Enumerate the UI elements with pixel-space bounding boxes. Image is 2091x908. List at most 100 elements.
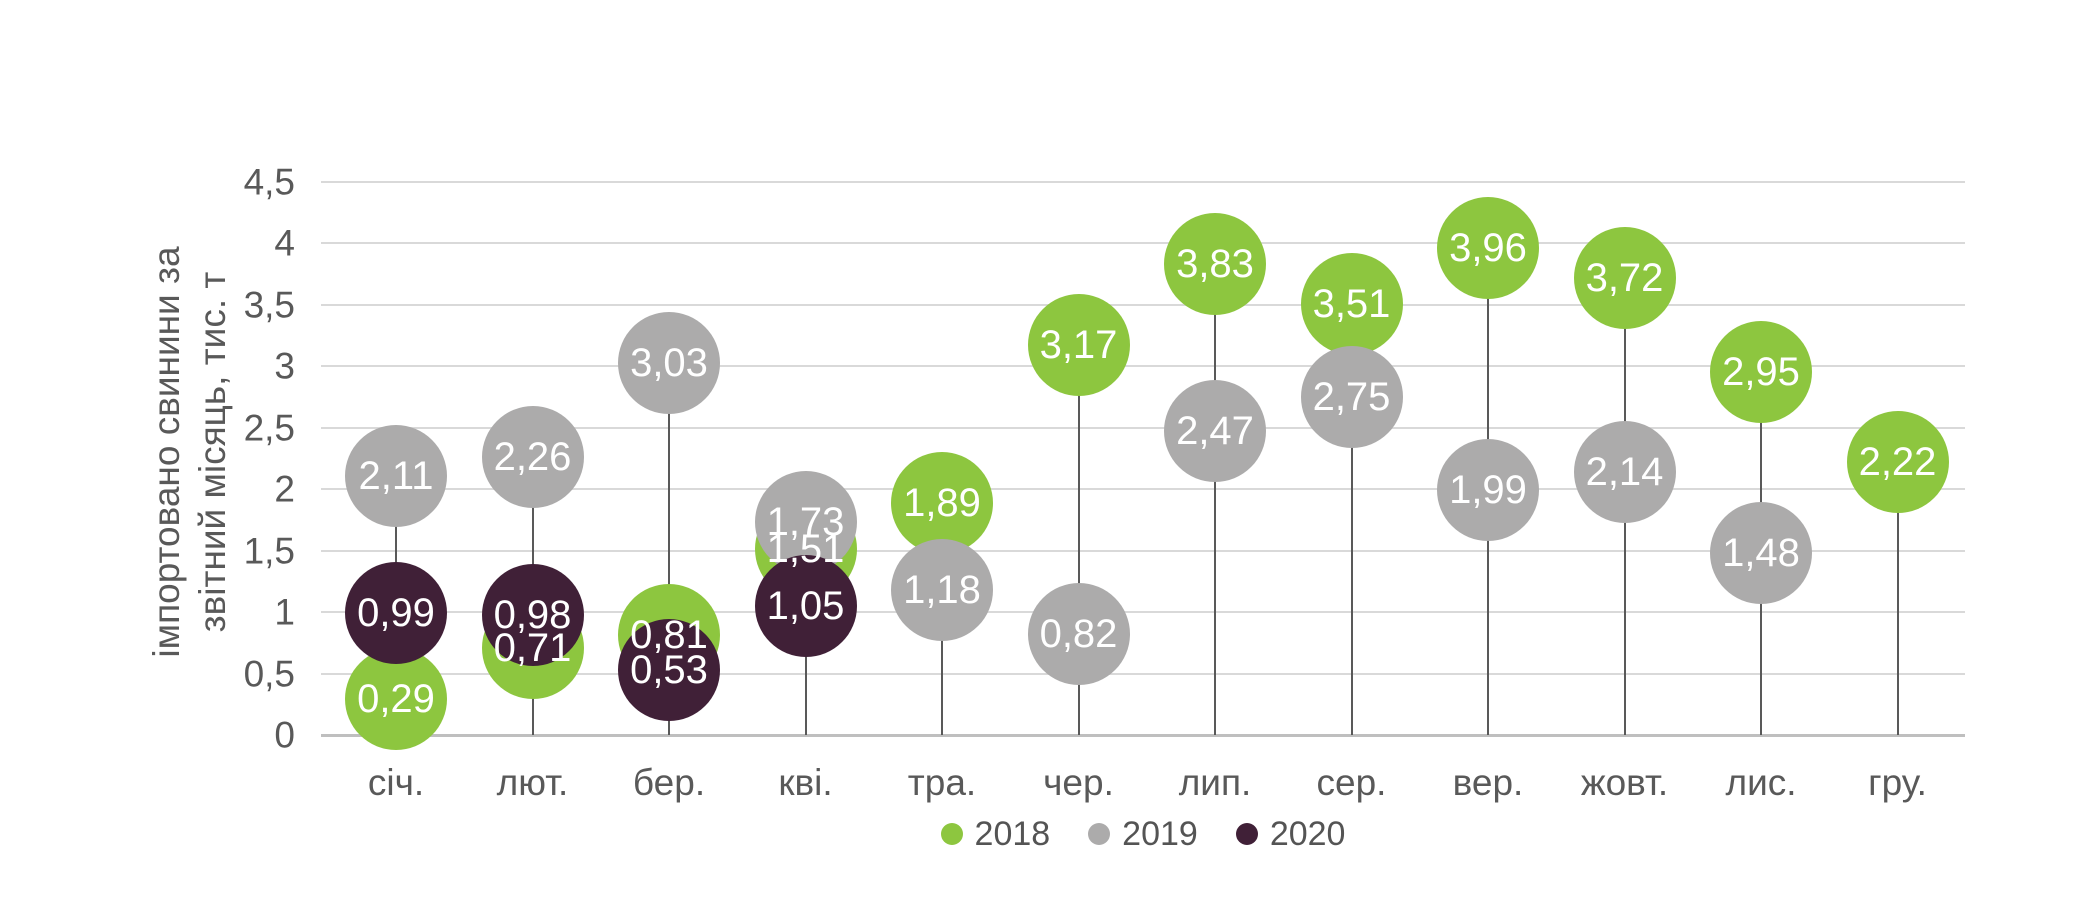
bubble-2018 [1027, 294, 1130, 397]
x-month-label: жовт. [1580, 762, 1669, 803]
x-month-label: гру. [1868, 762, 1927, 803]
bubble-2018 [1300, 252, 1403, 355]
legend-dot-2019 [1088, 823, 1111, 845]
y-axis-title-line1: імпортовано свинини за [146, 246, 187, 658]
bubble-2019 [1437, 439, 1539, 542]
bubble-value-label: 0,53 [630, 647, 708, 692]
x-month-label: тра. [907, 762, 977, 803]
bubble-2018 [891, 451, 993, 554]
bubble-value-label: 2,75 [1312, 375, 1391, 420]
y-axis-title-line2: звітний місяць, тис. т [192, 271, 233, 633]
x-month-label: лис. [1725, 762, 1797, 803]
bubble-value-label: 0,82 [1039, 612, 1118, 657]
x-month-label: січ. [367, 762, 425, 803]
y-tick-label: 3,5 [243, 284, 295, 326]
legend: 2018 2019 2020 [321, 812, 1965, 856]
gridline [321, 426, 1965, 429]
bubble-value-label: 1,73 [766, 500, 845, 545]
bubble-value-label: 2,14 [1585, 450, 1664, 495]
bubble-2020 [618, 618, 720, 721]
bubble-value-label: 0,29 [357, 677, 435, 722]
legend-dot-2020 [1235, 823, 1258, 845]
y-axis-title: імпортовано свинини за звітний місяць, т… [144, 172, 236, 732]
bubble-2018 [1846, 411, 1949, 514]
bubble-value-label: 3,03 [630, 340, 708, 385]
y-tick-label: 3 [274, 345, 295, 387]
y-tick-label: 4 [274, 222, 295, 264]
bubble-value-label: 2,26 [493, 435, 572, 480]
bubble-2018 [1573, 226, 1676, 329]
x-month-label: бер. [632, 762, 706, 803]
bubble-2019 [891, 538, 993, 641]
bubble-2020 [754, 554, 857, 657]
gridline [321, 242, 1965, 245]
gridline [321, 672, 1965, 675]
bubble-value-label: 1,48 [1722, 531, 1800, 576]
bubble-value-label: 1,99 [1449, 468, 1527, 513]
x-month-label: вер. [1452, 762, 1524, 803]
lollipop-stem [1350, 303, 1353, 735]
bubble-value-label: 2,22 [1858, 440, 1937, 485]
y-tick-label: 0 [274, 714, 295, 756]
bubble-value-label: 2,47 [1176, 409, 1254, 454]
bubble-value-label: 1,89 [903, 480, 981, 525]
legend-item-2019: 2019 [1088, 815, 1198, 854]
lollipop-stem [668, 362, 670, 735]
lollipop-stem [1077, 345, 1080, 735]
y-tick-label: 1 [274, 591, 295, 633]
bubble-2019 [1300, 346, 1403, 449]
bubble-value-label: 1,05 [766, 583, 845, 628]
gridline [321, 549, 1965, 552]
bubble-2019 [345, 424, 447, 527]
legend-item-2018: 2018 [940, 814, 1051, 854]
bubble-2019 [1164, 380, 1266, 483]
legend-label: 2018 [974, 814, 1051, 853]
y-tick-label: 2 [274, 468, 295, 510]
bubble-value-label: 1,18 [903, 567, 981, 612]
gridline [321, 611, 1965, 614]
bubble-value-label: 3,96 [1449, 226, 1527, 271]
gridline [321, 303, 1965, 306]
y-tick-label: 2,5 [243, 407, 295, 449]
legend-item-2020: 2020 [1235, 814, 1346, 854]
gridline [321, 365, 1965, 368]
x-month-label: лип. [1178, 762, 1252, 803]
bubble-value-label: 0,81 [630, 613, 708, 658]
bubble-value-label: 3,83 [1176, 242, 1254, 287]
legend-dot-2018 [940, 823, 963, 845]
gridline [321, 488, 1965, 491]
bubble-value-label: 3,72 [1585, 255, 1664, 300]
y-tick-label: 4,5 [243, 161, 295, 203]
x-axis-line [321, 733, 1965, 737]
bubble-value-label: 2,95 [1722, 350, 1800, 395]
bubble-2018 [1710, 321, 1812, 424]
bubble-value-label: 0,99 [357, 591, 435, 636]
bubble-value-label: 2,11 [358, 453, 434, 498]
bubble-value-label: 0,71 [493, 625, 572, 670]
legend-label: 2020 [1269, 814, 1346, 853]
bubble-2019 [1710, 502, 1812, 605]
bubble-value-label: 0,98 [493, 592, 572, 637]
lollipop-stem [1896, 462, 1899, 735]
x-month-label: кві. [778, 762, 833, 803]
bubble-2019 [618, 311, 720, 414]
bubble-2018 [1164, 213, 1266, 316]
bubble-2020 [345, 562, 447, 665]
bubble-2018 [1437, 197, 1539, 300]
y-tick-label: 0,5 [243, 653, 295, 695]
bubble-2019 [1027, 583, 1130, 686]
bubble-value-label: 3,17 [1039, 323, 1118, 368]
y-tick-label: 1,5 [243, 530, 295, 572]
bubble-2019 [481, 406, 584, 509]
gridline [321, 181, 1965, 183]
bubble-value-label: 3,51 [1312, 281, 1391, 326]
x-month-label: чер. [1043, 762, 1114, 803]
bubble-2018 [345, 648, 447, 751]
x-month-label: лют. [496, 762, 569, 803]
bubble-2019 [1573, 421, 1676, 524]
x-month-label: сер. [1316, 762, 1387, 803]
bubble-value-label: 1,51 [766, 527, 845, 572]
bubble-2020 [481, 563, 584, 666]
lollipop-stem [1214, 264, 1216, 735]
